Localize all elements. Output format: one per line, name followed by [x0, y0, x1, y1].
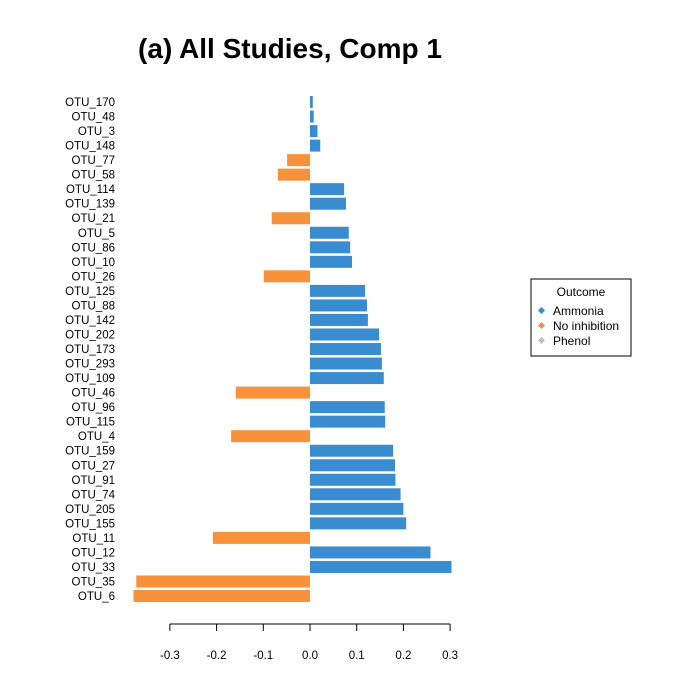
- legend-label: No inhibition: [553, 319, 619, 333]
- bar-otu-96: [310, 401, 385, 414]
- legend-label: Ammonia: [553, 304, 604, 318]
- y-axis-label: OTU_11: [72, 533, 115, 545]
- bar-otu-3: [310, 125, 318, 138]
- bar-otu-6: [133, 590, 310, 603]
- y-axis-label: OTU_159: [65, 446, 115, 458]
- y-axis-label: OTU_142: [65, 315, 115, 327]
- bar-otu-139: [310, 197, 346, 210]
- bar-otu-26: [263, 270, 310, 283]
- legend-label: Phenol: [553, 334, 590, 348]
- y-axis-label: OTU_58: [72, 170, 115, 182]
- y-axis-label: OTU_173: [65, 344, 115, 356]
- x-tick-label: -0.2: [207, 650, 227, 662]
- y-axis-label: OTU_205: [65, 504, 115, 516]
- bar-otu-173: [310, 343, 381, 356]
- bar-otu-48: [310, 110, 314, 123]
- x-tick-label: 0.1: [349, 650, 365, 662]
- bar-otu-142: [310, 313, 368, 326]
- y-axis-label: OTU_77: [72, 155, 115, 167]
- y-axis-label: OTU_26: [72, 271, 115, 283]
- y-axis-label: OTU_27: [72, 460, 115, 472]
- legend-marker: [537, 321, 546, 330]
- y-axis-label: OTU_155: [65, 518, 115, 530]
- y-axis-label: OTU_115: [66, 417, 115, 429]
- bar-otu-205: [310, 502, 404, 515]
- bar-otu-125: [310, 284, 366, 297]
- bar-otu-148: [310, 139, 321, 152]
- chart-title: (a) All Studies, Comp 1: [138, 33, 442, 64]
- legend-box: [530, 278, 632, 357]
- y-axis-label: OTU_202: [65, 329, 115, 341]
- x-tick-label: 0.2: [395, 650, 411, 662]
- y-axis-label: OTU_148: [65, 141, 115, 153]
- y-axis-label: OTU_35: [72, 576, 115, 588]
- y-axis-label: OTU_12: [72, 547, 115, 559]
- bar-otu-4: [231, 430, 310, 443]
- y-axis-label: OTU_6: [78, 591, 115, 603]
- bar-otu-74: [310, 488, 401, 501]
- bar-otu-33: [310, 560, 452, 573]
- y-axis-label: OTU_96: [72, 402, 115, 414]
- bar-otu-5: [310, 226, 349, 239]
- y-axis-label: OTU_139: [65, 199, 115, 211]
- bar-otu-12: [310, 546, 431, 559]
- bar-otu-86: [310, 241, 351, 254]
- x-tick-label: 0.3: [442, 650, 458, 662]
- legend-marker: [537, 336, 546, 345]
- x-axis: -0.3 -0.2 -0.1 0.0 0.1 0.2 0.3: [160, 623, 458, 662]
- bar-otu-58: [277, 168, 310, 181]
- bar-otu-114: [310, 183, 345, 196]
- y-axis-label: OTU_88: [72, 300, 115, 312]
- x-tick-label: -0.1: [253, 650, 273, 662]
- bar-otu-155: [310, 517, 407, 530]
- bar-otu-202: [310, 328, 380, 341]
- x-tick-label: -0.3: [160, 650, 180, 662]
- y-axis-label: OTU_125: [65, 286, 115, 298]
- bars-group: [133, 96, 452, 603]
- y-axis-label: OTU_86: [72, 242, 115, 254]
- bar-otu-159: [310, 444, 394, 457]
- legend-marker: [537, 306, 546, 315]
- bar-otu-109: [310, 372, 384, 385]
- y-axis-label: OTU_33: [72, 562, 115, 574]
- y-axis-label: OTU_5: [78, 228, 115, 240]
- y-axis-label: OTU_114: [66, 184, 116, 196]
- y-axis-label: OTU_109: [65, 373, 115, 385]
- bar-otu-293: [310, 357, 382, 370]
- y-axis-label: OTU_91: [72, 475, 115, 487]
- y-axis-label: OTU_48: [72, 112, 115, 124]
- y-axis-label: OTU_293: [65, 359, 115, 371]
- y-axis-label: OTU_21: [72, 213, 115, 225]
- y-axis-label: OTU_4: [78, 431, 116, 443]
- bar-otu-10: [310, 255, 353, 268]
- y-axis-label: OTU_3: [78, 126, 115, 138]
- legend-title: Outcome: [557, 285, 606, 299]
- bar-otu-46: [235, 386, 310, 399]
- bar-otu-21: [271, 212, 310, 225]
- bar-otu-77: [287, 154, 310, 167]
- y-axis-label: OTU_46: [72, 388, 115, 400]
- bar-otu-35: [136, 575, 310, 588]
- bar-otu-115: [310, 415, 386, 428]
- x-tick-label: 0.0: [302, 650, 318, 662]
- y-axis-labels: OTU_170 OTU_48 OTU_3 OTU_148 OTU_77 OTU_58 OTU…: [65, 97, 115, 603]
- bar-otu-27: [310, 459, 395, 472]
- y-axis-label: OTU_74: [72, 489, 116, 501]
- bar-otu-170: [310, 96, 313, 108]
- bar-otu-91: [310, 473, 396, 486]
- bar-otu-88: [310, 299, 367, 312]
- y-axis-label: OTU_10: [72, 257, 115, 269]
- y-axis-label: OTU_170: [65, 97, 115, 109]
- bar-otu-11: [212, 531, 310, 544]
